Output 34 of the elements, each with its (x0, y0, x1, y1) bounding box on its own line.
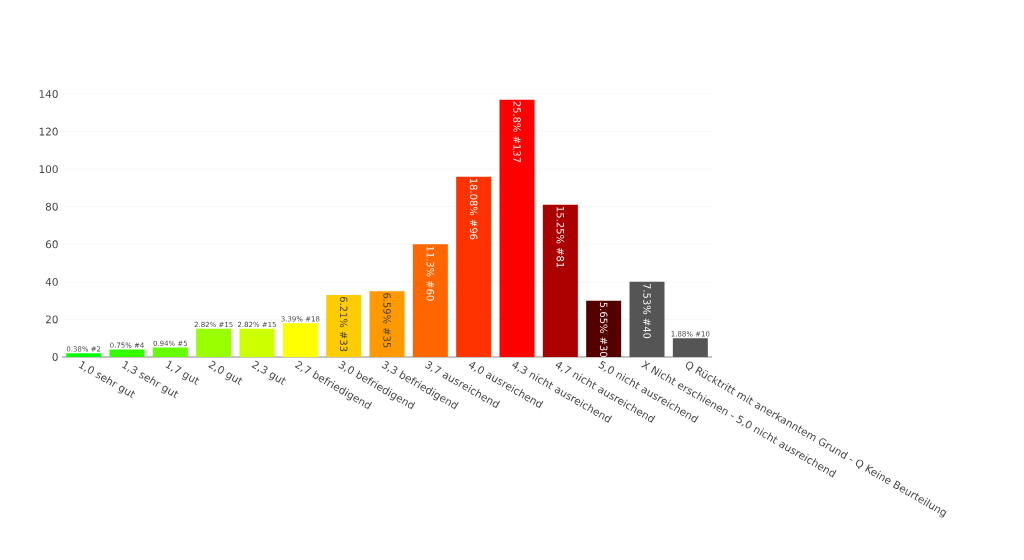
bar (456, 176, 492, 357)
bar (109, 349, 145, 357)
bar (326, 295, 362, 357)
y-tick-label: 60 (45, 240, 58, 249)
bar (66, 353, 102, 357)
bar (239, 328, 275, 357)
data-label: 18.08% #96 (469, 178, 478, 240)
bar (369, 291, 405, 357)
data-label: 7.53% #40 (643, 283, 651, 339)
x-tick-label: 2,0 gut (208, 360, 243, 386)
x-tick-label: 2,3 gut (251, 360, 286, 386)
data-label: 11.3% #60 (426, 246, 435, 301)
y-tick-label: 100 (39, 165, 58, 174)
bar (499, 99, 535, 357)
bar (542, 204, 578, 357)
bar (629, 281, 665, 357)
data-label: 6.21% #33 (339, 296, 348, 352)
bar (412, 244, 448, 357)
x-tick-label: 1,7 gut (165, 360, 200, 385)
y-tick-label: 20 (45, 315, 58, 324)
data-label: 6.59% #35 (383, 293, 391, 348)
y-tick-label: 40 (45, 277, 58, 286)
bar (196, 328, 232, 357)
y-tick-label: 80 (45, 202, 58, 211)
data-label: 5.65% #30 (599, 302, 608, 358)
y-tick-label: 0 (52, 353, 58, 361)
data-label: 15.25% #81 (556, 207, 565, 268)
y-tick-label: 120 (39, 127, 58, 136)
bar (282, 323, 318, 357)
y-tick-label: 140 (39, 90, 58, 98)
data-label: 25.8% #137 (513, 101, 521, 163)
bar (152, 347, 188, 357)
bar (672, 338, 708, 357)
bar (586, 300, 622, 357)
